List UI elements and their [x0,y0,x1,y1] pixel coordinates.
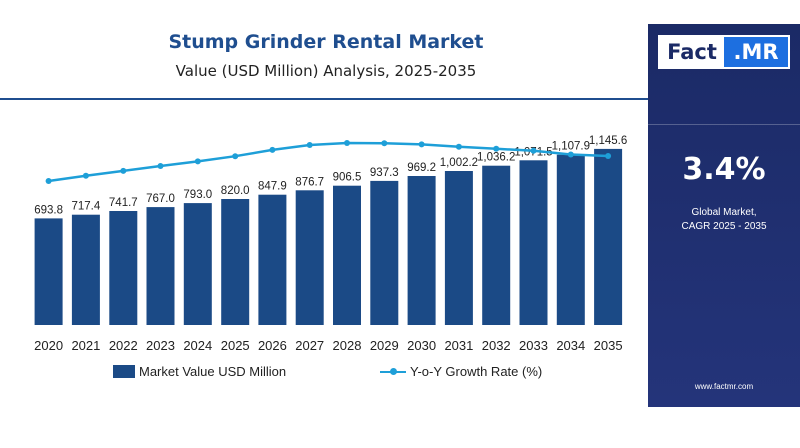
title-divider [0,98,648,100]
bar-value-label-2031: 1,002.2 [440,157,478,169]
x-tick-2031: 2031 [444,338,473,353]
growth-point-2028 [344,140,350,146]
legend-item-growth-rate: Y-o-Y Growth Rate (%) [380,364,542,379]
growth-point-2029 [381,140,388,147]
bar-value-label-2020: 693.8 [34,204,63,216]
market-chart: 693.8 2020 717.4 2021 741.7 2022 767.0 2023 793.… [34,135,627,353]
bar-swatch-icon [113,365,135,378]
bar-2020 [34,218,63,325]
bar-2028 [333,185,361,325]
sidebar-panel: Fact .MR 3.4% Global Market, CAGR 2025 -… [648,24,800,407]
growth-point-2034 [567,151,574,158]
x-tick-2032: 2032 [482,338,511,353]
bar-2024 [183,203,212,325]
x-tick-2026: 2026 [258,338,287,353]
bar-value-label-2025: 820.0 [221,185,250,197]
bar-2032 [482,165,511,325]
x-tick-2025: 2025 [221,338,250,353]
legend-item-market-value: Market Value USD Million [113,364,286,379]
legend-label-growth-rate: Y-o-Y Growth Rate (%) [410,364,543,379]
bar-value-label-2029: 937.3 [370,167,399,179]
x-tick-2028: 2028 [333,338,362,353]
bar-2034 [556,154,585,325]
x-tick-2033: 2033 [519,338,548,353]
cagr-value: 3.4% [682,152,766,187]
factmr-logo: Fact .MR [658,35,790,69]
growth-point-2021 [82,172,89,179]
growth-rate-line [48,141,609,183]
x-tick-2023: 2023 [146,338,175,353]
growth-point-2027 [306,142,313,148]
bar-2023 [146,207,175,325]
sidebar-divider [648,124,800,125]
bar-value-label-2028: 906.5 [333,172,362,184]
bar-2035 [594,148,623,325]
bar-2033 [519,160,548,325]
bar-2021 [71,214,100,325]
bar-2025 [221,199,250,325]
bar-2027 [295,190,324,325]
cagr-label: Global Market, CAGR 2025 - 2035 [648,206,800,234]
bar-2031 [444,171,473,325]
growth-point-2026 [269,146,276,153]
website-url[interactable]: www.factmr.com [694,382,754,391]
growth-point-2032 [493,145,500,152]
bar-value-label-2032: 1,036.2 [477,152,515,164]
logo-mr-text: .MR [724,37,788,67]
growth-point-2031 [455,143,462,150]
bar-value-label-2021: 717.4 [72,201,101,213]
logo-fact-text: Fact [660,37,724,67]
x-tick-2021: 2021 [71,338,100,353]
x-tick-2020: 2020 [34,338,63,353]
cagr-label-line2: CAGR 2025 - 2035 [681,221,767,232]
bar-value-label-2026: 847.9 [258,181,287,193]
bar-value-label-2030: 969.2 [407,162,436,174]
growth-point-2022 [120,167,127,174]
bar-value-label-2027: 876.7 [295,176,324,188]
bar-value-label-2024: 793.0 [183,189,212,201]
growth-point-2025 [232,153,239,160]
x-tick-2035: 2035 [594,338,623,353]
growth-point-2024 [194,158,201,165]
chart-title: Stump Grinder Rental Market [168,31,484,53]
growth-point-2023 [157,163,164,169]
growth-point-2030 [418,141,425,148]
bar-2026 [258,194,287,325]
bar-value-label-2022: 741.7 [109,197,138,209]
x-tick-2030: 2030 [407,338,436,353]
bar-2022 [109,211,138,325]
bar-value-label-2035: 1,145.6 [589,135,627,147]
chart-legend: Market Value USD Million Y-o-Y Growth Ra… [0,364,648,384]
line-marker-icon [380,365,406,378]
bar-value-label-2023: 767.0 [146,193,175,205]
x-tick-2029: 2029 [370,338,399,353]
bar-2030 [407,176,436,325]
growth-point-2033 [530,147,537,154]
x-tick-2022: 2022 [109,338,138,353]
growth-point-2035 [605,153,612,159]
bar-2029 [370,180,399,325]
cagr-label-line1: Global Market, [691,207,757,218]
growth-point-2020 [45,178,52,184]
bar-value-label-2034: 1,107.9 [552,141,590,153]
x-tick-2027: 2027 [295,338,324,353]
chart-subtitle: Value (USD Million) Analysis, 2025-2035 [175,62,477,80]
x-tick-2034: 2034 [556,338,585,353]
legend-label-market-value: Market Value USD Million [139,364,287,379]
x-tick-2024: 2024 [183,338,212,353]
